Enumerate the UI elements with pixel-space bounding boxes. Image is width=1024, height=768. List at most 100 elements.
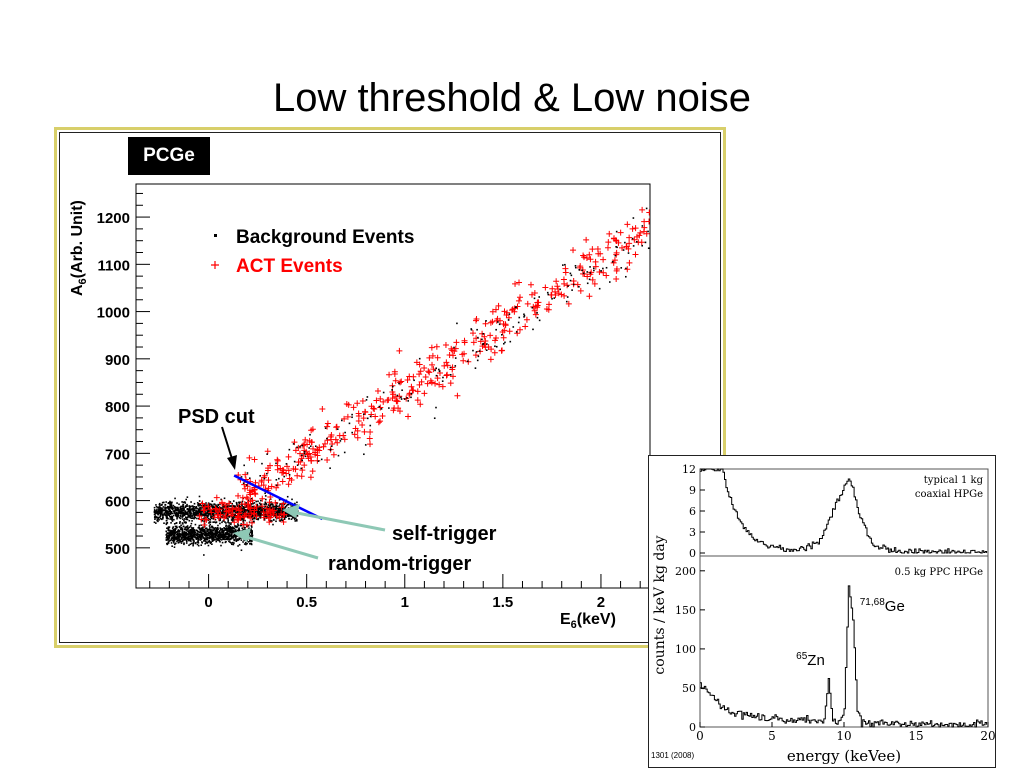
background-point — [170, 503, 173, 505]
legend-marker-act — [211, 261, 219, 269]
act-point — [433, 343, 440, 350]
background-point — [380, 408, 383, 410]
background-point — [454, 357, 457, 359]
background-point — [208, 536, 211, 539]
background-point — [418, 357, 421, 360]
background-point — [199, 536, 201, 539]
background-point — [161, 509, 164, 512]
act-point — [354, 400, 361, 407]
background-point — [248, 505, 250, 507]
background-point — [363, 453, 365, 456]
background-point — [485, 349, 488, 351]
background-point — [178, 539, 180, 542]
background-point — [231, 531, 234, 533]
act-point — [285, 467, 292, 474]
background-point — [211, 540, 214, 543]
background-point — [172, 538, 175, 541]
background-point — [176, 532, 179, 535]
background-point — [235, 515, 238, 517]
background-point — [581, 269, 583, 272]
background-point — [239, 511, 241, 514]
background-point — [258, 502, 261, 504]
background-point — [351, 413, 353, 416]
background-point — [286, 495, 289, 498]
inset-x-tick-label: 15 — [908, 729, 923, 743]
background-point — [190, 536, 192, 539]
background-point — [203, 504, 206, 507]
background-point — [288, 473, 291, 476]
background-point — [178, 509, 181, 511]
background-point — [275, 506, 278, 509]
background-point — [180, 524, 182, 527]
act-point — [264, 467, 271, 474]
background-point — [185, 542, 188, 544]
background-point — [192, 542, 195, 545]
background-point — [193, 540, 195, 543]
background-point — [284, 514, 287, 517]
background-point — [199, 503, 202, 506]
background-point — [211, 515, 213, 518]
background-point — [256, 511, 259, 513]
act-point — [355, 418, 362, 425]
background-point — [252, 520, 255, 523]
background-point — [272, 505, 274, 508]
background-point — [470, 328, 473, 330]
background-point — [174, 512, 176, 514]
background-point — [185, 505, 187, 507]
background-point — [231, 532, 233, 534]
background-point — [186, 516, 189, 519]
act-point — [336, 432, 343, 439]
background-point — [246, 472, 249, 474]
act-point — [333, 424, 340, 431]
act-point — [199, 500, 206, 507]
background-point — [272, 507, 274, 509]
background-point — [182, 532, 184, 535]
background-point — [203, 538, 206, 541]
background-point — [236, 526, 238, 529]
background-point — [201, 519, 203, 522]
background-point — [314, 445, 317, 448]
background-point — [227, 518, 229, 520]
background-point — [278, 509, 281, 512]
background-point — [171, 533, 174, 536]
background-point — [181, 508, 184, 510]
background-point — [329, 448, 332, 451]
background-point — [237, 545, 239, 547]
background-point — [213, 533, 216, 535]
background-point — [165, 534, 168, 536]
act-point — [489, 308, 496, 315]
background-point — [234, 513, 236, 516]
background-point — [435, 367, 437, 370]
background-point — [165, 535, 168, 538]
background-point — [222, 505, 224, 508]
background-point — [285, 516, 287, 519]
background-point — [260, 512, 262, 514]
background-point — [224, 538, 226, 541]
background-point — [366, 417, 369, 420]
background-point — [202, 536, 204, 538]
background-point — [202, 530, 204, 533]
background-point — [238, 527, 240, 530]
background-point — [247, 514, 249, 516]
background-point — [214, 527, 217, 529]
act-point — [583, 255, 590, 262]
background-point — [449, 373, 452, 376]
act-point — [444, 371, 451, 378]
background-point — [210, 541, 213, 543]
background-point — [251, 533, 253, 536]
background-point — [288, 514, 290, 516]
background-point — [250, 525, 253, 527]
background-point — [304, 455, 307, 458]
background-point — [234, 529, 237, 531]
background-point — [267, 507, 270, 509]
background-point — [247, 508, 249, 511]
background-point — [176, 540, 178, 543]
x-tick-label: 1.5 — [492, 594, 513, 611]
background-point — [174, 534, 176, 537]
act-point — [448, 345, 455, 352]
act-point — [308, 427, 315, 434]
act-point — [396, 408, 403, 415]
background-point — [242, 541, 244, 543]
background-point — [213, 533, 216, 536]
background-point — [195, 538, 198, 540]
